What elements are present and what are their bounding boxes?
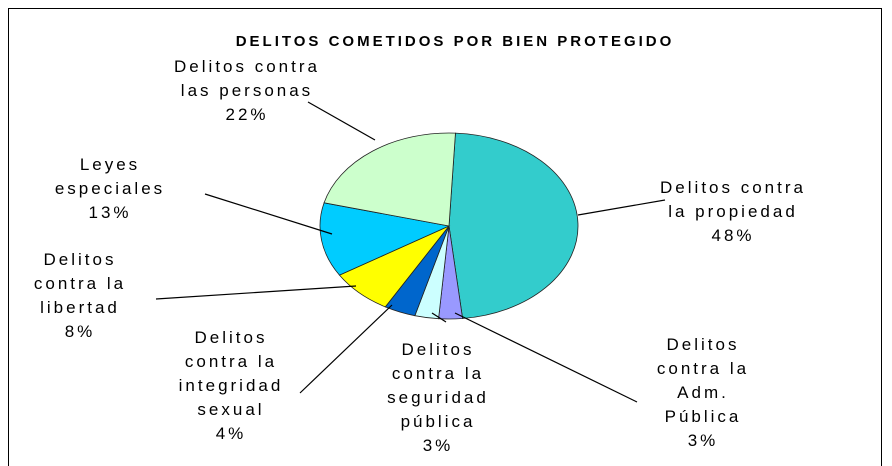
leader-line: [307, 101, 376, 141]
chart-frame: [8, 8, 882, 466]
slice-category-label: Delitos contra la propiedad: [660, 178, 806, 221]
leader-line: [204, 193, 333, 235]
slice-value-label: 4%: [215, 424, 247, 443]
slice-label: Delitos contra la propiedad 48%: [658, 176, 808, 248]
pie-slice: [448, 132, 579, 319]
leader-line: [577, 199, 666, 216]
slice-value-label: 8%: [64, 322, 96, 341]
slice-value-label: 22%: [225, 105, 269, 124]
slice-category-label: Delitos contra la Adm. Pública: [656, 335, 750, 426]
chart-title: DELITOS COMETIDOS POR BIEN PROTEGIDO: [235, 33, 675, 50]
leader-line: [431, 312, 447, 323]
slice-value-label: 13%: [88, 203, 132, 222]
leader-line: [155, 285, 357, 300]
slice-label: Delitos contra la Adm. Pública 3%: [638, 333, 768, 453]
slice-value-label: 3%: [687, 431, 719, 450]
slice-value-label: 48%: [711, 226, 755, 245]
slice-label: Delitos contra la seguridad pública 3%: [368, 338, 508, 458]
slice-category-label: Delitos contra la integridad sexual: [178, 328, 284, 419]
slice-label: Delitos contra la libertad 8%: [15, 248, 145, 344]
leader-line: [299, 304, 393, 394]
slice-category-label: Delitos contra las personas: [174, 57, 320, 100]
slice-category-label: Delitos contra la seguridad pública: [387, 340, 489, 431]
slice-label: Leyes especiales 13%: [35, 153, 185, 225]
leader-line: [454, 312, 638, 403]
slice-label: Delitos contra la integridad sexual 4%: [161, 326, 301, 446]
pie-slice: [323, 132, 456, 227]
slice-category-label: Leyes especiales: [54, 155, 166, 198]
slice-category-label: Delitos contra la libertad: [33, 250, 127, 317]
slice-value-label: 3%: [422, 436, 454, 455]
pie-slice: [319, 202, 451, 276]
slice-label: Delitos contra las personas 22%: [172, 55, 322, 127]
